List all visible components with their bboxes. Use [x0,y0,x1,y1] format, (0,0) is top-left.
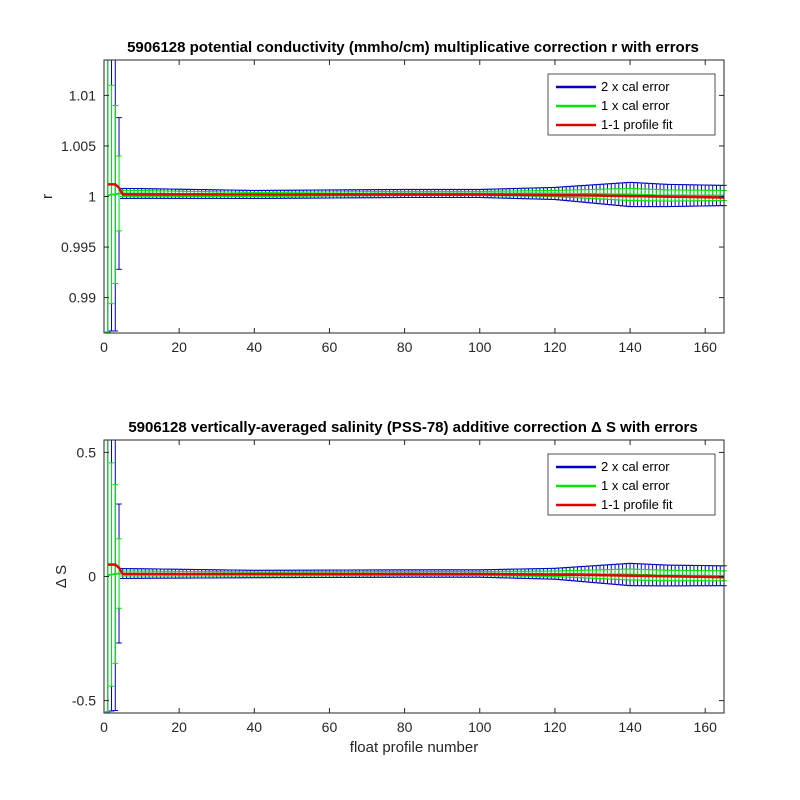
x-tick-label: 100 [468,339,492,355]
x-tick-label: 120 [543,719,567,735]
legend-label-profile-fit: 1-1 profile fit [601,497,673,512]
profile-fit-line [107,183,725,199]
y-tick-label: 0.99 [69,290,96,306]
salinity-correction-panel: 5906128 vertically-averaged salinity (PS… [53,419,727,756]
x-tick-label: 20 [171,339,187,355]
legend: 2 x cal error 1 x cal error 1-1 profile … [547,453,716,516]
y-tick-label: -0.5 [72,693,96,709]
x-tick-label: 140 [618,339,642,355]
legend-label-2x-cal-error: 2 x cal error [601,79,670,94]
x-tick-label: 40 [247,719,263,735]
x-tick-label: 160 [694,339,718,355]
legend-label-profile-fit: 1-1 profile fit [601,117,673,132]
y-tick-label: 0.995 [61,239,96,255]
y-tick-label: 0.5 [77,444,97,460]
y-tick-label: 1.005 [61,138,96,154]
x-tick-label: 40 [247,339,263,355]
y-tick-label: 1 [88,189,96,205]
y-axis-label: Δ S [53,565,70,588]
legend-label-1x-cal-error: 1 x cal error [601,478,670,493]
x-tick-label: 20 [171,719,187,735]
profile-fit-line [107,563,725,579]
y-tick-label: 0 [88,569,96,585]
x-tick-label: 60 [322,719,338,735]
panel-title: 5906128 potential conductivity (mmho/cm)… [127,39,699,56]
x-tick-label: 0 [100,339,108,355]
y-tick-label: 1.01 [69,87,96,103]
x-tick-label: 0 [100,719,108,735]
conductivity-correction-panel: 5906128 potential conductivity (mmho/cm)… [39,39,727,355]
x-tick-label: 140 [618,719,642,735]
y-axis-label: r [39,194,56,199]
x-axis-label: float profile number [350,739,478,756]
x-tick-label: 100 [468,719,492,735]
legend: 2 x cal error 1 x cal error 1-1 profile … [547,73,716,136]
x-tick-label: 60 [322,339,338,355]
x-tick-label: 160 [694,719,718,735]
legend-label-1x-cal-error: 1 x cal error [601,98,670,113]
x-tick-label: 120 [543,339,567,355]
panel-title: 5906128 vertically-averaged salinity (PS… [128,419,697,436]
x-tick-label: 80 [397,719,413,735]
x-tick-label: 80 [397,339,413,355]
legend-label-2x-cal-error: 2 x cal error [601,459,670,474]
